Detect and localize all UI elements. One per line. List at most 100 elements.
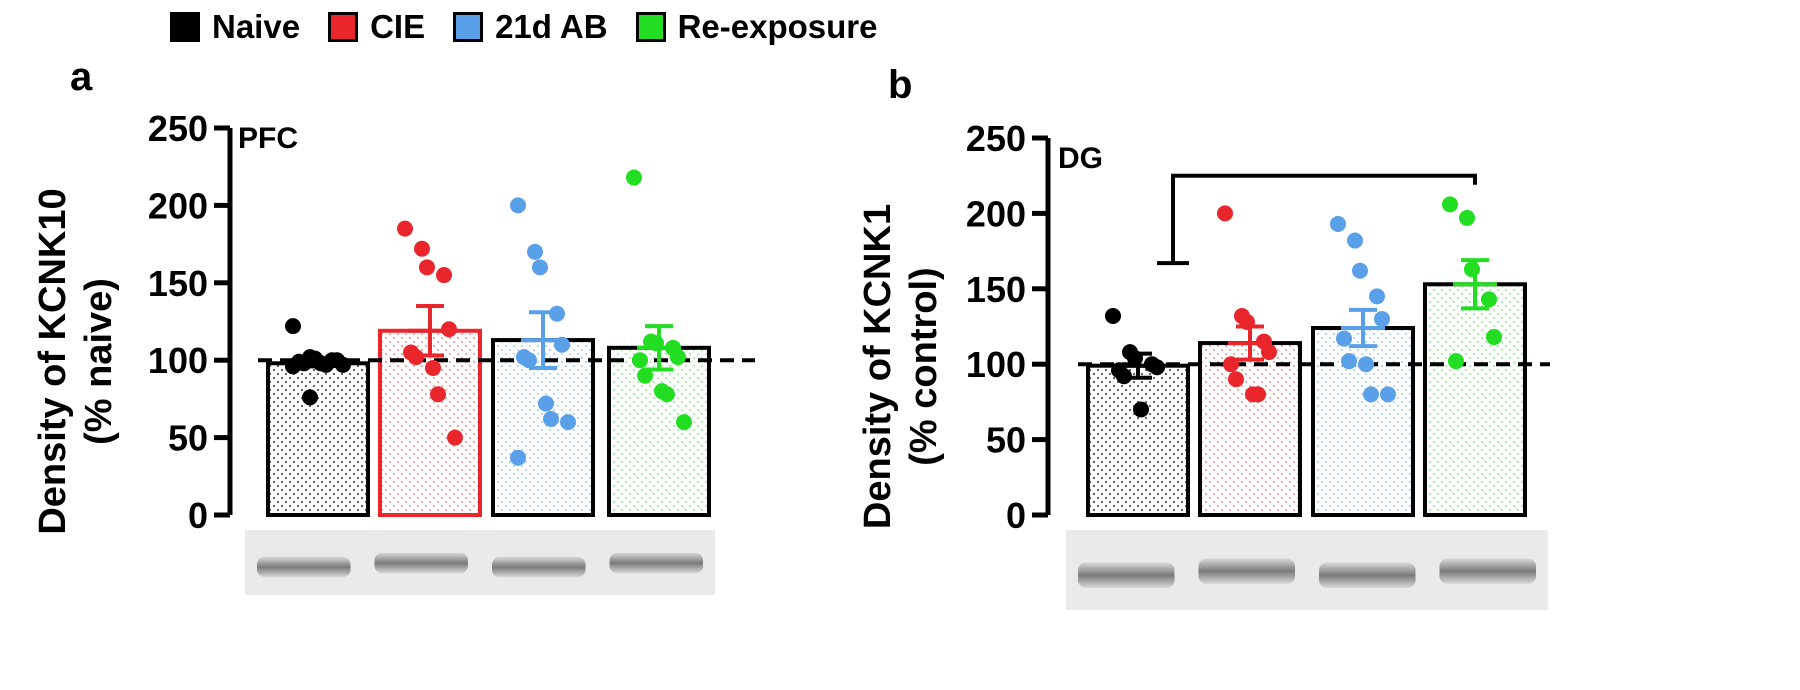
data-point-naive	[285, 318, 301, 335]
data-point-re-exposure	[1459, 209, 1475, 226]
bar-re-exposure	[1423, 282, 1527, 517]
legend-item-naive: Naive	[170, 8, 300, 46]
data-point-21d-ab	[510, 197, 526, 214]
chart-panel-b: b DG Density of KCNK1 (% control) 0 50 100 150 2…	[857, 63, 1550, 610]
blot-band	[1319, 562, 1416, 588]
data-point-cie	[1223, 356, 1239, 373]
data-point-cie	[1217, 205, 1233, 222]
data-point-21d-ab	[1374, 310, 1390, 327]
data-point-naive	[302, 389, 318, 406]
chart-panel-a: a PFC Density of KCNK10 (% naive) 0 50 100 150 2…	[32, 55, 755, 595]
data-point-21d-ab	[1380, 386, 1396, 403]
data-point-naive	[1105, 307, 1121, 324]
blot-band	[257, 556, 351, 578]
data-point-re-exposure	[626, 169, 642, 186]
y-tick-label: 150	[148, 263, 208, 304]
y-tick-label: 100	[966, 344, 1026, 385]
y-axis-title: Density of KCNK1	[857, 204, 899, 529]
bar-re-exposure	[607, 345, 711, 518]
data-point-re-exposure	[670, 349, 686, 366]
y-tick-label: 50	[986, 420, 1026, 461]
legend-swatch-21d-ab	[453, 12, 484, 42]
data-point-re-exposure	[632, 352, 648, 369]
data-point-21d-ab	[538, 395, 554, 412]
legend-swatch-re-exposure	[635, 12, 666, 42]
data-point-21d-ab	[560, 414, 576, 431]
y-tick-label: 200	[148, 185, 208, 226]
legend-label-cie: CIE	[370, 8, 426, 45]
data-point-re-exposure	[1481, 291, 1497, 308]
data-point-re-exposure	[1442, 196, 1458, 213]
data-point-re-exposure	[637, 367, 653, 384]
y-tick-label: 250	[966, 118, 1026, 159]
data-point-cie	[419, 259, 435, 276]
data-point-cie	[430, 386, 446, 403]
y-tick-label: 150	[966, 269, 1026, 310]
data-point-re-exposure	[1448, 353, 1464, 370]
legend-item-21d-ab: 21d AB	[453, 8, 608, 46]
data-point-re-exposure	[1486, 329, 1502, 346]
y-tick-label: 0	[1006, 495, 1026, 536]
data-point-21d-ab	[1358, 356, 1374, 373]
data-point-21d-ab	[1369, 288, 1385, 305]
data-point-naive	[1133, 401, 1149, 418]
data-point-naive	[285, 358, 301, 375]
legend-label-21d-ab: 21d AB	[495, 8, 608, 45]
data-point-re-exposure	[1464, 261, 1480, 278]
region-label: DG	[1058, 142, 1103, 175]
y-axis-subtitle: (% control)	[903, 267, 945, 465]
data-point-21d-ab	[532, 259, 548, 276]
y-tick-label: 50	[168, 418, 208, 459]
legend-label-re-exposure: Re-exposure	[677, 8, 878, 45]
data-point-21d-ab	[543, 411, 559, 428]
blot-band	[374, 552, 468, 574]
data-point-21d-ab	[1352, 262, 1368, 279]
bar-naive	[1086, 363, 1190, 518]
y-axis-title: Density of KCNK10	[32, 188, 74, 534]
blot-band	[1439, 558, 1536, 584]
data-point-cie	[1250, 386, 1266, 403]
blot-band	[492, 556, 586, 578]
legend-swatch-cie	[328, 12, 359, 42]
bar-naive	[266, 361, 370, 517]
data-point-re-exposure	[659, 386, 675, 403]
significance-bracket	[1171, 173, 1477, 264]
data-point-naive	[335, 356, 351, 373]
legend-item-cie: CIE	[328, 8, 425, 46]
region-label: PFC	[238, 122, 298, 155]
data-point-cie	[425, 359, 441, 376]
legend: Naive CIE 21d AB Re-exposure	[170, 8, 877, 46]
y-tick-label: 200	[966, 193, 1026, 234]
data-point-cie	[447, 429, 463, 446]
data-point-21d-ab	[1336, 330, 1352, 347]
panel-label: a	[70, 55, 93, 99]
y-tick-label: 250	[148, 108, 208, 149]
western-blot-image	[245, 530, 715, 595]
y-tick-label: 100	[148, 340, 208, 381]
data-point-21d-ab	[1341, 353, 1357, 370]
bar-21d-ab	[1311, 326, 1415, 517]
blot-band	[1198, 558, 1295, 584]
data-point-21d-ab	[1330, 215, 1346, 232]
data-point-re-exposure	[676, 414, 692, 431]
blot-band	[609, 552, 703, 574]
data-point-cie	[436, 267, 452, 284]
data-point-21d-ab	[521, 352, 537, 369]
y-tick-label: 0	[188, 495, 208, 536]
panel-label: b	[888, 63, 912, 107]
data-point-cie	[414, 240, 430, 257]
legend-item-re-exposure: Re-exposure	[635, 8, 878, 46]
data-point-21d-ab	[1347, 232, 1363, 249]
data-point-21d-ab	[510, 449, 526, 466]
data-point-cie	[397, 220, 413, 237]
blot-band	[1078, 562, 1175, 588]
legend-swatch-naive	[170, 12, 200, 42]
bar-cie	[1198, 341, 1302, 518]
legend-label-naive: Naive	[212, 8, 301, 45]
data-point-21d-ab	[1363, 386, 1379, 403]
data-point-cie	[1261, 344, 1277, 361]
data-point-21d-ab	[527, 243, 543, 260]
data-point-cie	[1228, 371, 1244, 388]
y-axis-subtitle: (% naive)	[78, 278, 120, 445]
